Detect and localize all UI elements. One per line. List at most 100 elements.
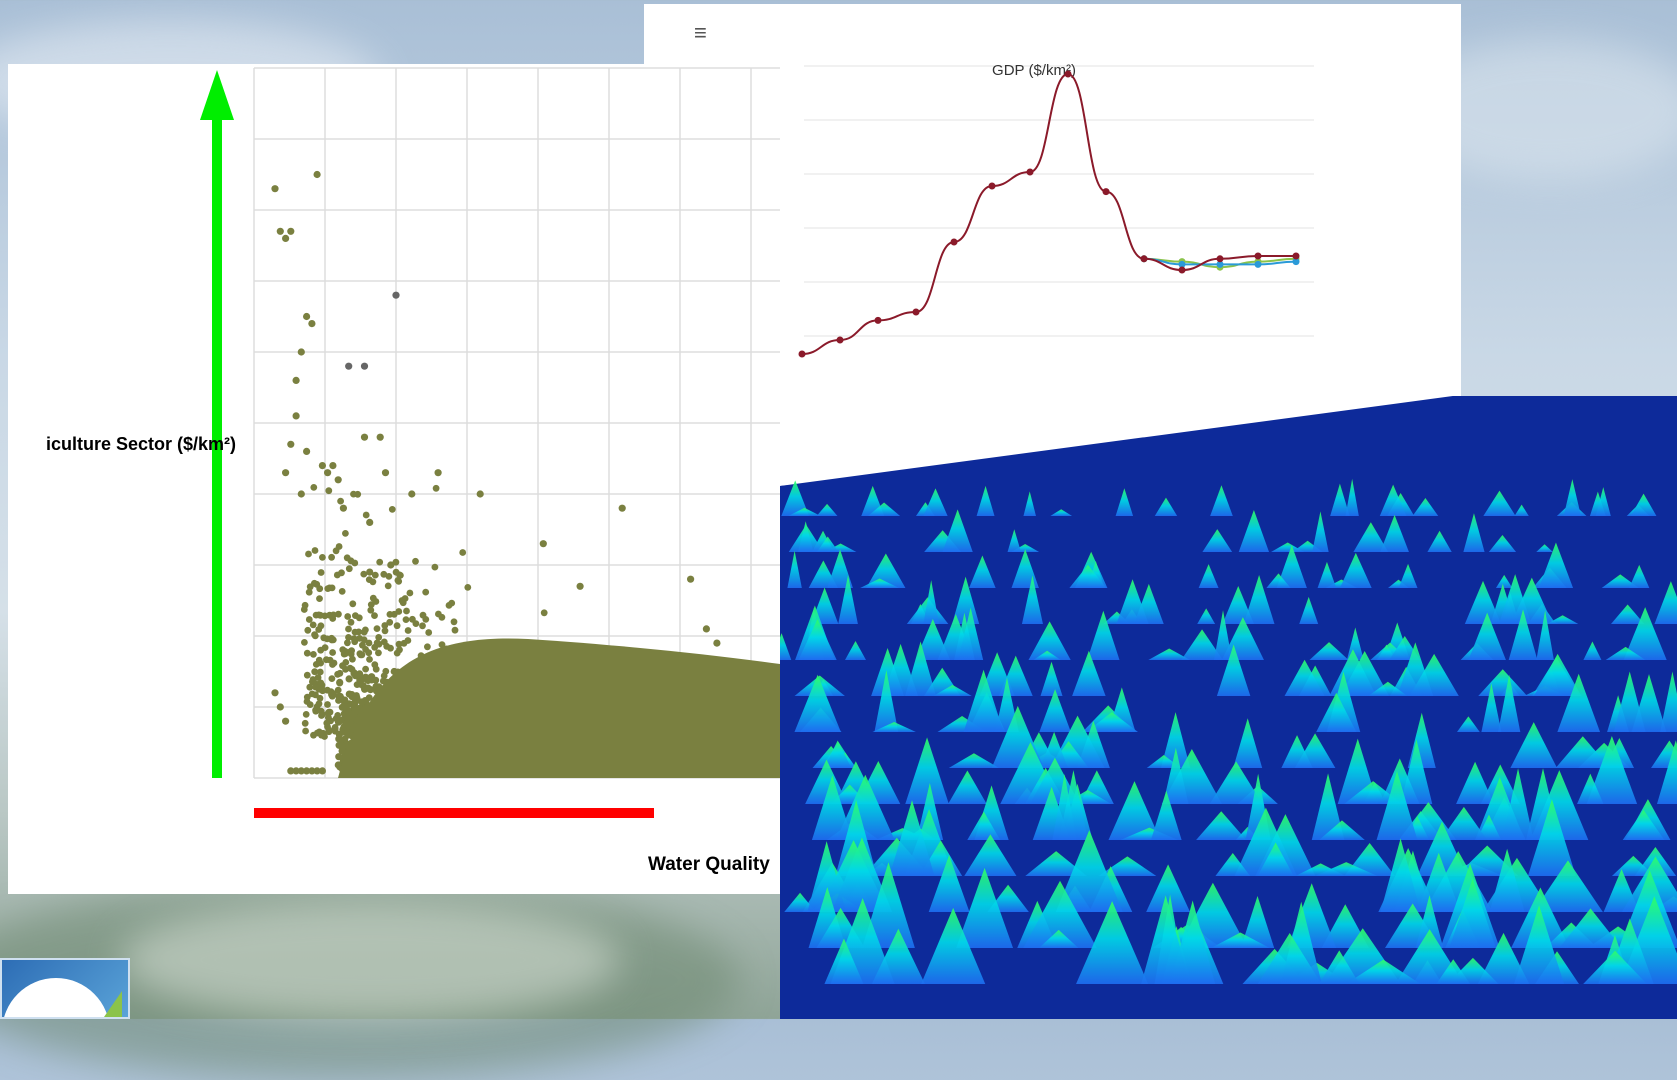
- line-data-point: [1140, 255, 1148, 263]
- scatter-point: [539, 540, 547, 548]
- terrain-peak: [1533, 653, 1582, 696]
- terrain-peak: [1583, 641, 1602, 660]
- scatter-point: [366, 568, 374, 576]
- scatter-point: [308, 690, 316, 698]
- terrain-peak: [823, 740, 852, 768]
- terrain-peak: [1546, 615, 1579, 624]
- terrain-peak: [1622, 809, 1665, 840]
- organization-logo-icon: [0, 958, 130, 1019]
- terrain-peak: [1050, 509, 1073, 516]
- terrain-peak: [1276, 545, 1307, 588]
- hamburger-menu-icon[interactable]: ≡: [694, 20, 707, 45]
- terrain-peak: [1595, 487, 1611, 516]
- gdp-line-chart-panel: ≡ GDP ($/km²): [644, 4, 1461, 436]
- scatter-point: [431, 563, 439, 571]
- scatter-point: [310, 731, 317, 739]
- scatter-point: [372, 676, 380, 684]
- terrain-peak: [824, 938, 864, 984]
- terrain-peak: [1559, 908, 1622, 948]
- scatter-point: [308, 320, 316, 328]
- terrain-peak: [1198, 564, 1219, 588]
- terrain-peak: [1257, 842, 1294, 876]
- line-data-point: [950, 238, 958, 246]
- scatter-point: [375, 649, 382, 657]
- terrain-peak: [1023, 880, 1097, 948]
- scatter-point: [319, 554, 326, 561]
- scatter-point: [338, 588, 346, 595]
- terrain-peak: [1555, 736, 1610, 768]
- scatter-point: [369, 594, 377, 602]
- scatter-point: [337, 497, 344, 505]
- terrain-peak: [1345, 478, 1359, 516]
- scatter-point: [406, 589, 414, 597]
- terrain-peak: [1040, 731, 1068, 768]
- terrain-peak: [866, 553, 906, 588]
- scatter-point: [282, 717, 290, 725]
- terrain-peak: [1197, 608, 1216, 624]
- scatter-point: [334, 686, 342, 694]
- terrain-peak: [1266, 573, 1291, 588]
- scatter-point: [324, 701, 331, 708]
- scatter-point: [335, 753, 343, 761]
- scatter-outlier-point: [360, 362, 369, 370]
- terrain-peak: [952, 576, 980, 624]
- terrain-peak: [798, 618, 837, 660]
- scatter-point: [329, 462, 337, 470]
- terrain-peak: [1154, 497, 1178, 516]
- terrain-surface-panel: [780, 396, 1677, 1019]
- scatter-point: [320, 634, 328, 642]
- scatter-point: [342, 720, 350, 728]
- scatter-plot: [200, 67, 780, 818]
- line-data-point: [1102, 188, 1110, 196]
- scatter-point: [328, 691, 335, 699]
- terrain-peak: [1312, 511, 1329, 552]
- scatter-point: [375, 634, 383, 641]
- line-data-point: [1216, 260, 1224, 268]
- terrain-peak: [1319, 820, 1365, 840]
- terrain-peak: [1238, 509, 1270, 552]
- scatter-point: [385, 573, 393, 580]
- scatter-point: [339, 504, 347, 512]
- terrain-peak: [1150, 790, 1182, 840]
- scatter-point: [393, 622, 401, 630]
- scatter-point: [321, 644, 329, 651]
- scatter-plot-panel: iculture Sector ($/km²) Water Quality: [8, 64, 780, 894]
- scatter-point: [343, 715, 351, 722]
- scatter-point: [401, 595, 409, 602]
- terrain-peak: [1072, 650, 1106, 696]
- terrain-peak: [1299, 596, 1319, 624]
- terrain-peak: [1021, 575, 1043, 624]
- terrain-peak: [967, 811, 1001, 840]
- terrain-peak: [874, 670, 899, 732]
- terrain-peak: [1222, 586, 1255, 624]
- scatter-point: [383, 642, 391, 650]
- terrain-peak: [1216, 644, 1251, 696]
- scatter-point: [345, 565, 353, 573]
- scatter-point: [355, 614, 363, 622]
- scatter-point: [402, 616, 410, 623]
- terrain-peak: [1210, 485, 1233, 516]
- scatter-point: [313, 767, 321, 775]
- scatter-point: [310, 484, 318, 491]
- scatter-point: [371, 612, 378, 619]
- y-axis-label: iculture Sector ($/km²): [45, 434, 236, 454]
- scatter-point: [350, 704, 358, 711]
- terrain-peak: [1610, 604, 1645, 624]
- terrain-peak: [1463, 513, 1485, 552]
- gdp-series-line: [801, 72, 1296, 355]
- terrain-peak: [838, 575, 858, 624]
- scatter-point: [396, 646, 403, 654]
- scatter-point: [376, 433, 384, 441]
- scatter-point: [448, 599, 456, 607]
- scatter-point: [317, 683, 324, 691]
- scatter-point: [369, 578, 377, 586]
- terrain-peak: [1379, 484, 1407, 516]
- scatter-point: [367, 606, 375, 614]
- terrain-peak: [923, 580, 940, 624]
- scatter-point: [341, 735, 349, 743]
- terrain-peak: [915, 618, 951, 660]
- terrain-peak: [1330, 483, 1350, 516]
- scatter-point: [309, 621, 317, 629]
- scatter-point: [302, 711, 310, 718]
- terrain-peak: [811, 775, 853, 840]
